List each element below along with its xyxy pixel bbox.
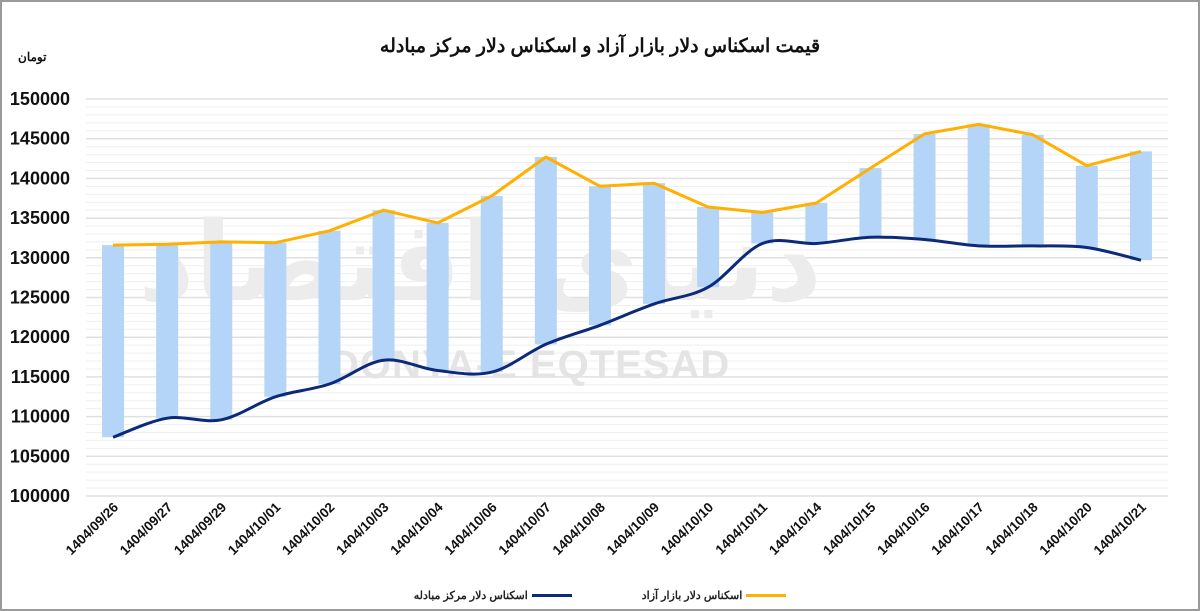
y-tick-label: 105000 <box>10 446 70 466</box>
legend-label-free-market: اسکناس دلار بازار آزاد <box>641 590 743 602</box>
range-bar <box>588 186 611 326</box>
range-bar <box>805 203 828 244</box>
x-tick-label: 1404/10/07 <box>496 500 554 558</box>
x-tick-label: 1404/10/18 <box>982 499 1041 558</box>
range-bar <box>264 242 287 397</box>
x-tick-label: 1404/09/29 <box>171 500 229 558</box>
x-tick-label: 1404/09/27 <box>117 500 175 558</box>
x-tick-label: 1404/10/20 <box>1037 500 1095 558</box>
range-bar <box>480 195 503 373</box>
range-bar <box>318 230 341 385</box>
y-axis-ticks: 100000 105000 110000 115000 120000 125000 1300… <box>10 89 70 506</box>
y-tick-label: 145000 <box>10 129 70 149</box>
x-tick-label: 1404/10/03 <box>333 499 392 558</box>
x-tick-label: 1404/10/16 <box>874 499 933 558</box>
x-tick-label: 1404/10/04 <box>387 499 446 558</box>
legend-swatch-exchange-center <box>531 594 572 597</box>
y-tick-label: 140000 <box>10 168 70 188</box>
y-tick-label: 135000 <box>10 208 70 228</box>
watermark-latin-text: DONYA-E EQTESAD <box>330 343 730 387</box>
y-tick-label: 150000 <box>10 89 70 109</box>
range-bar <box>913 133 936 240</box>
range-bar <box>372 210 395 361</box>
x-tick-label: 1404/10/06 <box>441 499 500 558</box>
range-bar <box>697 206 720 288</box>
legend: اسکناس دلار بازار آزاد اسکناس دلار مرکز … <box>0 589 1200 602</box>
y-axis-unit-label: تومان <box>18 50 47 64</box>
x-tick-label: 1404/10/02 <box>279 500 337 558</box>
free-market-line <box>112 122 1142 247</box>
chart-title: قیمت اسکناس دلار بازار آزاد و اسکناس دلا… <box>379 36 821 57</box>
range-bar <box>643 183 666 304</box>
y-tick-label: 100000 <box>10 486 70 506</box>
x-tick-label: 1404/10/01 <box>225 499 284 558</box>
series-lines <box>112 122 1142 439</box>
watermark-persian-logo: دنیای اقتصاد <box>138 198 822 326</box>
x-tick-label: 1404/10/21 <box>1091 499 1150 558</box>
y-tick-label: 130000 <box>10 248 70 268</box>
legend-item-free-market: اسکناس دلار بازار آزاد <box>642 589 787 602</box>
watermark: DONYA-E EQTESAD دنیای اقتصاد <box>138 198 822 387</box>
range-bar <box>210 241 233 420</box>
legend-item-exchange-center: اسکناس دلار مرکز مبادله <box>414 589 572 602</box>
range-bar <box>1021 134 1044 246</box>
range-bar <box>1075 165 1098 248</box>
x-tick-label: 1404/10/11 <box>713 499 771 557</box>
y-tick-label: 120000 <box>10 327 70 347</box>
x-axis-ticks: 1404/09/261404/09/271404/09/291404/10/01… <box>63 499 1150 558</box>
y-tick-label: 110000 <box>11 407 70 427</box>
x-tick-label: 1404/10/14 <box>766 499 825 558</box>
x-tick-label: 1404/10/10 <box>658 500 716 558</box>
range-bar <box>967 124 990 246</box>
range-bar <box>1129 151 1152 261</box>
x-tick-label: 1404/09/26 <box>63 499 122 558</box>
exchange-center-line <box>112 235 1142 439</box>
range-bar <box>426 222 449 371</box>
x-tick-label: 1404/10/17 <box>928 500 986 558</box>
y-tick-label: 125000 <box>10 288 70 308</box>
range-bar <box>102 245 125 438</box>
range-bar <box>859 168 882 238</box>
range-bar <box>156 244 179 419</box>
range-bar <box>751 212 774 244</box>
x-tick-label: 1404/10/09 <box>604 500 662 558</box>
x-tick-label: 1404/10/08 <box>550 499 609 558</box>
legend-label-exchange-center: اسکناس دلار مرکز مبادله <box>413 590 528 602</box>
y-tick-label: 115000 <box>11 367 70 387</box>
range-bars <box>102 124 1152 438</box>
range-bar <box>534 156 557 345</box>
legend-swatch-free-market <box>746 594 787 597</box>
x-tick-label: 1404/10/15 <box>820 499 879 558</box>
